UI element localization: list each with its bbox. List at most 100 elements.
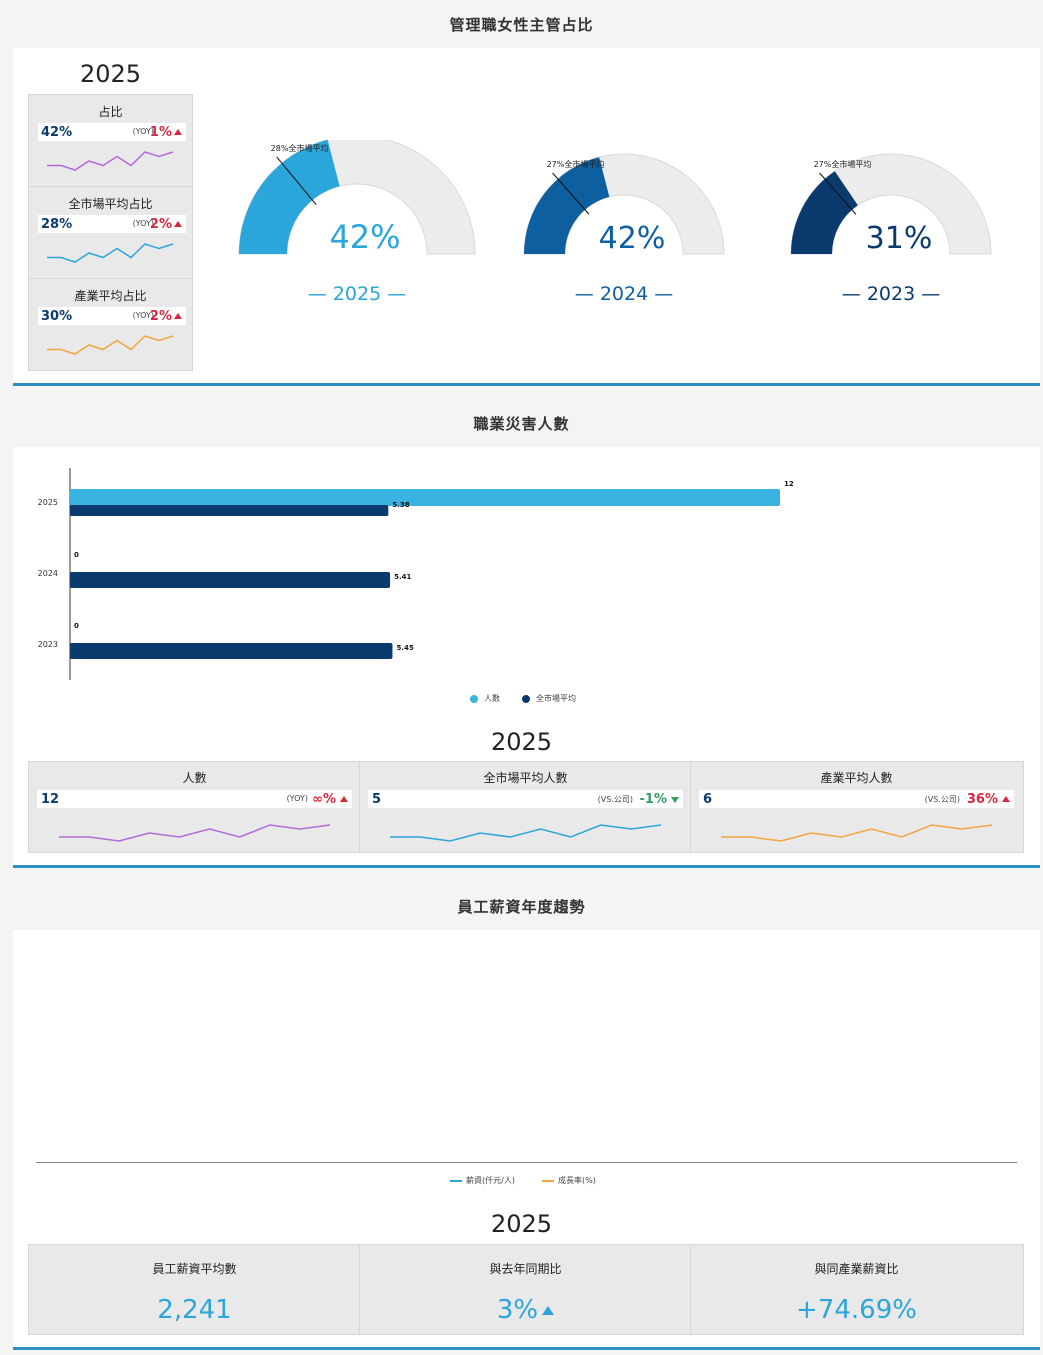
sparkline xyxy=(721,824,993,842)
salary-chart-axis xyxy=(36,1162,1017,1163)
category-label: 2025 xyxy=(38,498,58,507)
up-arrow-icon xyxy=(174,129,182,135)
kpi-value: 2,241 xyxy=(157,1295,232,1325)
bar-market-average-label: 5.45 xyxy=(396,644,413,652)
section-divider xyxy=(13,865,1040,868)
legend-dot xyxy=(522,695,530,703)
yoy-label: (YOY) xyxy=(132,219,154,228)
yoy-label: (YOY) xyxy=(132,127,154,136)
kpi-title: 與去年同期比 xyxy=(489,1262,562,1276)
kpi-change: 36% xyxy=(966,792,998,807)
sparkline-path xyxy=(47,151,174,171)
salary-chart-legend: 薪資(仟元/人) 成長率(%) xyxy=(450,1175,610,1187)
legend-label: 全市場平均 xyxy=(536,694,576,703)
bar-count-label: 12 xyxy=(784,480,794,488)
kpi-change: -1% xyxy=(639,792,667,807)
section-title-female-managers: 管理職女性主管占比 xyxy=(449,16,594,34)
injury-kpi-strip: 人數 12 (YOY) ∞% 全市場平均人數 5 (VS.公司) -1% 產業平… xyxy=(28,761,1024,853)
market-average-label: 27%全市場平均 xyxy=(814,159,872,169)
bar-market-average-label: 5.38 xyxy=(392,501,409,509)
kpi-title: 人數 xyxy=(182,771,207,785)
compare-label: (YOY) xyxy=(286,794,308,803)
gauge-year-label: — 2025 — xyxy=(307,283,407,305)
sparkline xyxy=(390,824,662,842)
sparkline xyxy=(47,151,174,171)
yoy-change: 1% xyxy=(149,125,172,140)
section-divider xyxy=(13,1347,1040,1350)
up-arrow-icon xyxy=(340,796,348,802)
sparkline xyxy=(47,243,174,263)
gauge-2025: 28%全市場平均 42% xyxy=(238,140,476,256)
year-label: 2025 xyxy=(490,1210,553,1238)
yoy-change: 2% xyxy=(149,217,172,232)
mini-card-industry-share: 產業平均占比 30% (YOY) 2% xyxy=(29,279,192,371)
sparkline-path xyxy=(47,243,174,263)
category-label: 2024 xyxy=(38,569,58,578)
mini-card-value: 30% xyxy=(41,309,73,324)
mini-card-share: 占比 42% (YOY) 1% xyxy=(29,95,192,187)
gauge-fill xyxy=(239,140,340,254)
kpi-title: 與同產業薪資比 xyxy=(814,1262,899,1276)
market-average-label: 28%全市場平均 xyxy=(271,143,329,153)
kpi-card-industry-count: 產業平均人數 6 (VS.公司) 36% xyxy=(691,762,1022,852)
kpi-value: 12 xyxy=(41,792,60,807)
category-label: 2023 xyxy=(38,640,58,649)
gauge-value-label: 31% xyxy=(866,221,933,256)
gauge-2024: 27%全市場平均 42% xyxy=(523,153,725,256)
female-managers-mini-cards: 占比 42% (YOY) 1% 全市場平均占比 28% (YOY) 2% 產業平… xyxy=(28,94,193,371)
gauge-fill xyxy=(791,171,858,254)
gauge-2023: 27%全市場平均 31% xyxy=(790,153,992,256)
injury-bar-chart: 2025 12 5.38 2024 0 5.41 2023 0 5.45 xyxy=(38,468,794,680)
legend-dot xyxy=(470,695,478,703)
sparkline-path xyxy=(47,335,174,355)
mini-card-title: 產業平均占比 xyxy=(74,289,147,303)
kpi-value: 6 xyxy=(703,792,713,807)
year-label: 2025 xyxy=(490,728,553,756)
market-average-marker xyxy=(552,172,590,215)
kpi-value: 3% xyxy=(360,1295,691,1325)
bar-market-average xyxy=(70,572,391,588)
market-average-marker xyxy=(276,156,317,206)
kpi-card-industry-salary: 與同產業薪資比 +74.69% xyxy=(691,1245,1022,1334)
legend-line xyxy=(450,1180,462,1182)
kpi-change: ∞% xyxy=(312,792,336,807)
kpi-title: 全市場平均人數 xyxy=(483,771,568,785)
bar-market-average xyxy=(70,505,389,516)
gauge-value-label: 42% xyxy=(599,221,666,256)
compare-label: (VS.公司) xyxy=(924,795,960,804)
kpi-title: 產業平均人數 xyxy=(820,771,893,785)
up-arrow-icon xyxy=(1002,796,1010,802)
kpi-card-count: 人數 12 (YOY) ∞% xyxy=(29,762,360,852)
gauge-year-label: — 2024 — xyxy=(574,283,674,305)
gauge-fill xyxy=(524,157,610,254)
up-arrow-icon xyxy=(174,221,182,227)
sparkline-path xyxy=(721,824,993,842)
down-arrow-icon xyxy=(671,797,679,803)
kpi-value: 5 xyxy=(372,792,382,807)
bar-count-label: 0 xyxy=(74,622,79,630)
year-label: 2025 xyxy=(79,60,142,88)
sparkline xyxy=(59,824,331,842)
sparkline-path xyxy=(390,824,662,842)
legend-label: 人數 xyxy=(484,694,500,703)
bar-count xyxy=(70,489,780,506)
yoy-label: (YOY) xyxy=(132,311,154,320)
yoy-change: 2% xyxy=(149,309,172,324)
gauge-value-label: 42% xyxy=(329,218,400,256)
kpi-value: +74.69% xyxy=(796,1295,917,1325)
bar-market-average-label: 5.41 xyxy=(394,573,411,581)
bar-count-label: 0 xyxy=(74,551,79,559)
mini-card-value: 28% xyxy=(41,217,73,232)
gauge-year-label: — 2023 — xyxy=(841,283,941,305)
sparkline xyxy=(47,335,174,355)
section-divider xyxy=(13,383,1040,386)
kpi-card-yoy-salary: 與去年同期比 3% xyxy=(360,1245,691,1334)
bar-market-average xyxy=(70,643,393,659)
kpi-title: 員工薪資平均數 xyxy=(152,1262,237,1276)
mini-card-title: 占比 xyxy=(98,105,123,119)
legend-label: 薪資(仟元/人) xyxy=(466,1176,515,1185)
mini-card-value: 42% xyxy=(41,125,73,140)
salary-kpi-strip: 員工薪資平均數 2,241 與去年同期比 3% 與同產業薪資比 +74.69% xyxy=(28,1244,1024,1335)
kpi-card-avg-salary: 員工薪資平均數 2,241 xyxy=(29,1245,360,1334)
